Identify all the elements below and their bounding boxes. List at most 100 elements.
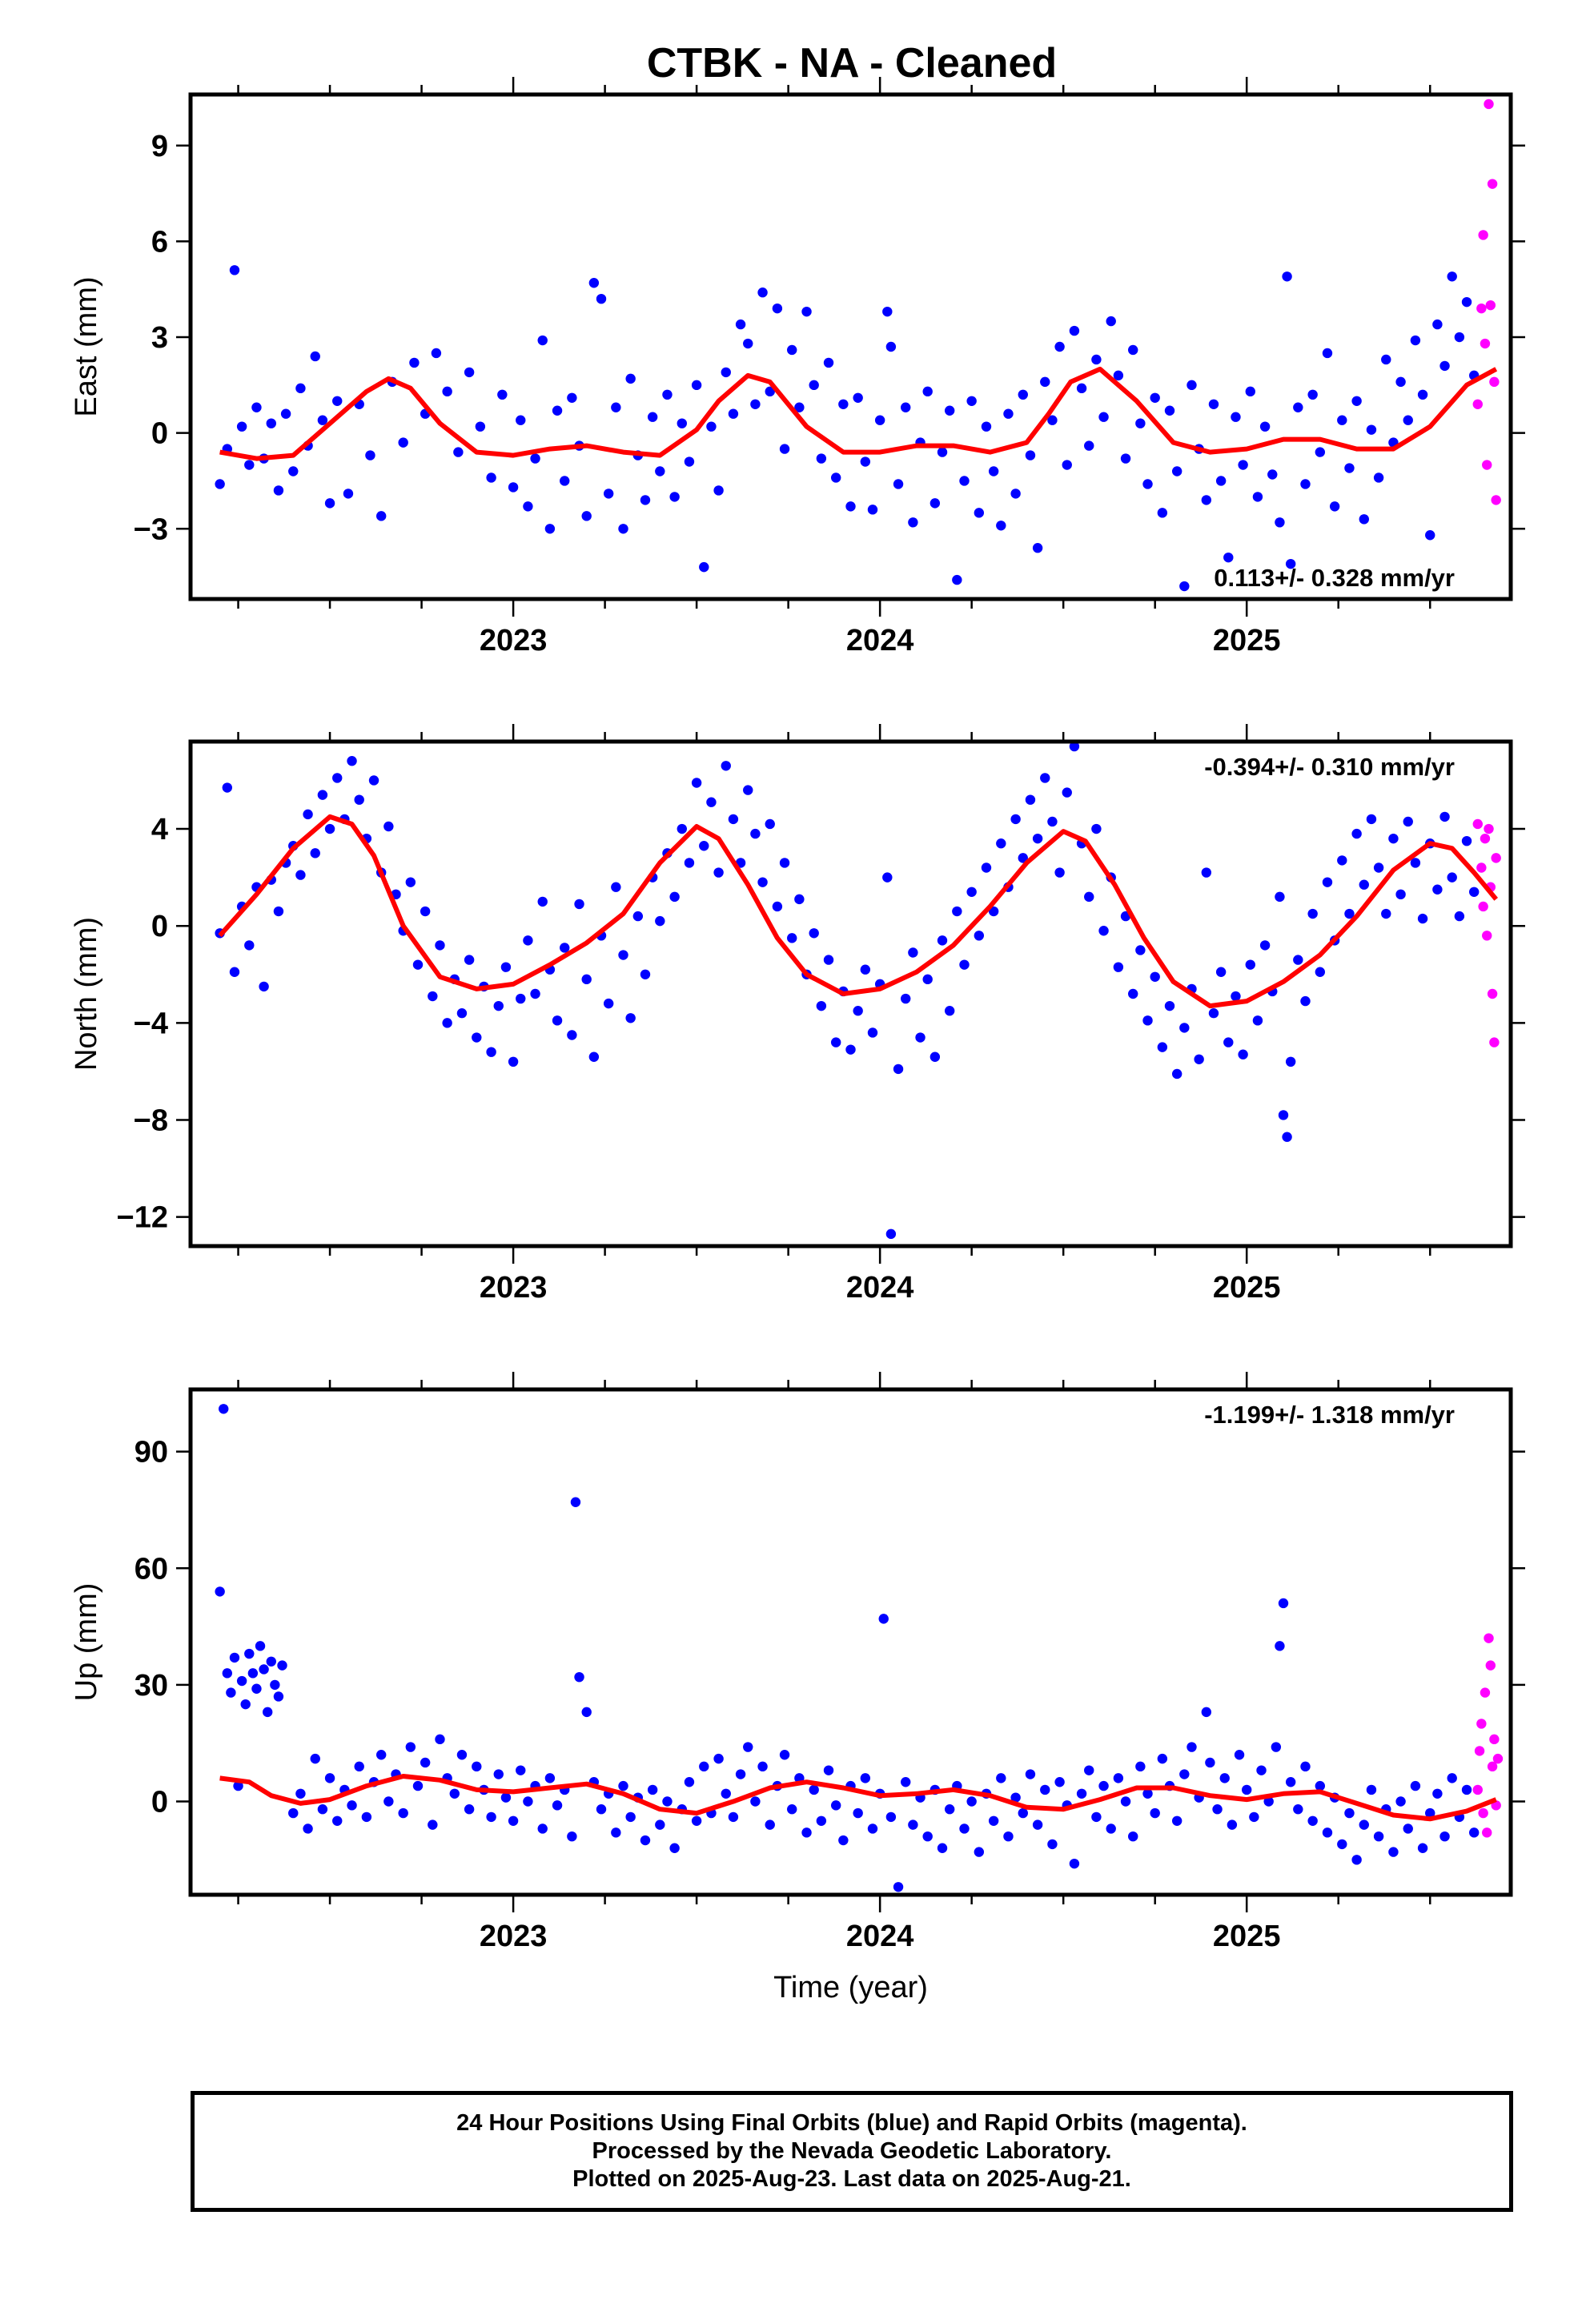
final-point: [830, 472, 841, 483]
final-point: [757, 1761, 768, 1772]
final-point: [1267, 469, 1278, 480]
final-point: [901, 1777, 911, 1787]
final-point: [823, 955, 834, 965]
final-point: [874, 415, 885, 425]
final-point: [244, 940, 255, 951]
final-point: [544, 524, 556, 534]
final-point: [611, 882, 621, 892]
rapid-point: [1485, 1660, 1496, 1671]
final-point: [684, 1777, 695, 1787]
final-point: [262, 1707, 273, 1718]
final-point: [706, 797, 717, 807]
final-point: [1381, 354, 1391, 365]
final-point: [1234, 1750, 1245, 1760]
final-point: [1315, 1780, 1326, 1791]
y-tick-label: −8: [134, 1104, 168, 1138]
y-tick-label: 6: [151, 225, 168, 259]
final-point: [1322, 877, 1333, 887]
footer-line-1: 24 Hour Positions Using Final Orbits (bl…: [456, 2110, 1247, 2136]
final-point: [1219, 1773, 1230, 1783]
final-point: [625, 1811, 636, 1823]
final-point: [1454, 911, 1465, 922]
final-point: [1032, 543, 1043, 553]
x-tick-label: 2023: [480, 1271, 548, 1305]
final-point: [1307, 1815, 1318, 1826]
final-point: [966, 887, 977, 897]
rapid-point: [1474, 1746, 1485, 1756]
y-tick-label: 4: [151, 813, 168, 846]
rate-annotation: 0.113+/- 0.328 mm/yr: [1214, 564, 1455, 592]
rapid-point: [1482, 1827, 1492, 1838]
final-point: [1344, 1807, 1355, 1819]
rapid-point: [1480, 338, 1491, 349]
final-point: [343, 489, 354, 499]
final-point: [944, 1006, 955, 1016]
final-point: [1150, 392, 1160, 403]
final-point: [728, 814, 739, 825]
final-point: [233, 1780, 243, 1791]
final-point: [944, 1804, 955, 1815]
data-layer: [215, 99, 1501, 592]
final-point: [1275, 891, 1285, 903]
final-point: [574, 1671, 584, 1683]
final-point: [1120, 453, 1131, 464]
final-point: [288, 466, 299, 476]
rapid-point: [1489, 1037, 1500, 1047]
final-point: [1337, 415, 1347, 425]
final-point: [574, 899, 584, 910]
final-point: [226, 1687, 236, 1698]
rapid-point: [1480, 833, 1491, 844]
final-point: [1439, 1831, 1450, 1842]
final-point: [317, 1804, 328, 1815]
final-point: [1003, 408, 1014, 419]
final-point: [324, 823, 335, 834]
final-point: [537, 335, 548, 346]
final-point: [530, 988, 540, 999]
final-point: [1025, 794, 1036, 805]
x-tick-label: 2025: [1213, 1271, 1281, 1305]
final-point: [251, 402, 262, 412]
final-point: [1417, 913, 1428, 924]
final-point: [1300, 479, 1311, 489]
chart-title: CTBK - NA - Cleaned: [647, 40, 1057, 86]
final-point: [1157, 508, 1168, 518]
final-point: [632, 911, 644, 922]
final-point: [354, 1761, 364, 1772]
final-point: [347, 1800, 357, 1811]
rapid-point: [1472, 1784, 1483, 1795]
rate-annotation: -1.199+/- 1.318 mm/yr: [1204, 1401, 1455, 1429]
final-point: [823, 357, 834, 368]
final-point: [244, 460, 255, 470]
final-point: [1135, 945, 1146, 955]
final-point: [830, 1800, 841, 1811]
model-fit-line: [219, 1774, 1497, 1822]
final-point: [295, 1788, 306, 1799]
final-point: [365, 450, 375, 460]
final-point: [882, 872, 893, 883]
final-point: [222, 782, 233, 793]
final-point: [750, 399, 761, 409]
final-point: [493, 1769, 504, 1779]
final-point: [691, 778, 702, 788]
final-point: [1062, 787, 1072, 798]
final-point: [270, 1679, 280, 1691]
final-point: [229, 967, 240, 977]
footer-line-2: Processed by the Nevada Geodetic Laborat…: [592, 2138, 1112, 2164]
final-point: [1271, 1742, 1282, 1752]
final-point: [1337, 855, 1347, 866]
final-point: [1018, 853, 1028, 863]
final-point: [1461, 296, 1472, 308]
y-tick-label: 90: [135, 1436, 168, 1470]
final-point: [662, 389, 673, 400]
final-point: [1461, 1784, 1472, 1795]
final-point: [1293, 1804, 1303, 1815]
final-point: [878, 1614, 889, 1624]
final-point: [699, 561, 709, 573]
final-point: [1084, 891, 1094, 903]
final-point: [596, 1804, 607, 1815]
final-point: [809, 928, 819, 939]
final-point: [853, 1006, 863, 1016]
final-point: [930, 1051, 941, 1062]
data-layer: [215, 1404, 1504, 1892]
